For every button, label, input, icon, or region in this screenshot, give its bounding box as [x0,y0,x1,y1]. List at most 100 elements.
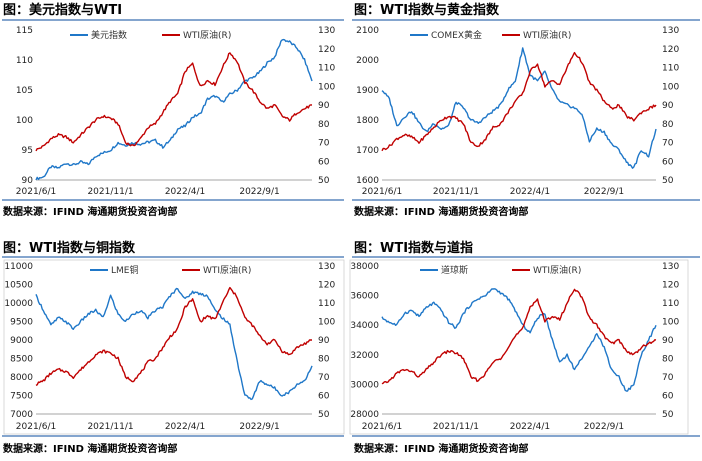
panel-2-ytick-right: 50 [318,410,330,420]
panel-1-ytick-right: 110 [662,64,679,74]
panel-1-source: 数据来源：IFIND 海通期货投资咨询部 [354,205,528,218]
panel-1-ytick-left: 2100 [356,26,379,36]
panel-2-ytick-left: 7500 [10,392,33,402]
panel-1-series-left [381,47,657,169]
panel-2-ytick-right: 80 [318,355,330,365]
panel-3-ytick-right: 70 [662,373,674,383]
panel-0-legend-left-label: 美元指数 [91,29,127,41]
panel-2-series-right [35,286,312,387]
panel-1-ytick-right: 50 [662,176,674,186]
panel-0-series-left [35,38,313,181]
panel-0-title: 图：美元指数与WTI [3,2,122,18]
panel-0-plot: 90 95 100 105 110 115 50 60 70 80 90 100 110 120 130 20… [16,26,336,197]
panel-2-ytick-left: 9000 [10,336,33,346]
panel-3-ytick-right: 120 [662,281,679,291]
panel-1-title: 图：WTI指数与黄金指数 [354,2,500,18]
panel-3-xtick: 2022/4/1 [510,422,550,432]
panel-0-ytick-left: 105 [16,86,33,96]
panel-3-title: 图：WTI指数与道指 [354,240,473,256]
panel-0-ytick-right: 120 [318,45,335,55]
panel-3-ytick-right: 110 [662,299,679,309]
panel-2-title: 图：WTI指数与铜指数 [3,240,136,256]
panel-3-ytick-right: 90 [662,336,674,346]
panel-1-ytick-left: 2000 [356,56,379,66]
panel-1-ytick-right: 70 [662,139,674,149]
panel-1-ytick-left: 1800 [356,116,379,126]
panel-1-ytick-right: 100 [662,82,679,92]
panel-2-legend-left-label: LME铜 [111,264,138,276]
panel-3-xtick: 2021/6/1 [362,422,402,432]
panel-0-source: 数据来源：IFIND 海通期货投资咨询部 [3,205,177,218]
panel-2-ytick-left: 11000 [4,262,33,272]
panel-0-ytick-left: 90 [22,176,34,186]
panel-3-ytick-right: 80 [662,355,674,365]
panel-0-xtick: 2021/11/1 [87,187,133,197]
panel-0-ytick-left: 115 [16,26,33,36]
panel-3-xtick: 2021/11/1 [433,422,479,432]
panel-2-plot: 7000 7500 8000 8500 9000 9500 10000 10500 11000 5… [3,259,345,435]
panel-3-ytick-left: 36000 [350,292,379,302]
panel-0-ytick-right: 60 [318,157,330,167]
panel-0-ytick-right: 110 [318,64,335,74]
panel-3-ytick-left: 38000 [350,262,379,272]
panel-2-ytick-left: 10500 [4,281,33,291]
panel-1-legend-right-label: WTI原油(R) [523,29,571,41]
panel-2-ytick-right: 110 [318,299,335,309]
panel-2-series-left [35,287,313,401]
panel-3-box [349,259,689,435]
panel-3-ytick-left: 32000 [350,351,379,361]
panel-1-series-right [381,51,657,152]
panel-1-xtick: 2021/11/1 [433,187,479,197]
panel-0-ytick-left: 100 [16,116,33,126]
panel-3-xtick: 2022/9/1 [584,422,624,432]
panel-2-ytick-right: 70 [318,373,330,383]
panel-3-legend-left-label: 道琼斯 [441,264,468,276]
panel-3-ytick-left: 28000 [350,410,379,420]
panel-1-xtick: 2021/6/1 [362,187,402,197]
panel-3-ytick-right: 100 [662,318,679,328]
panel-1-ytick-left: 1600 [356,176,379,186]
panel-3-ytick-left: 34000 [350,321,379,331]
panel-3-ytick-left: 30000 [350,380,379,390]
charts-layer: 90 95 100 105 110 115 50 60 70 80 90 100 110 120 130 20… [3,26,689,435]
panel-0-ytick-right: 100 [318,82,335,92]
panel-0-xtick: 2022/4/1 [165,187,205,197]
panel-1-ytick-right: 60 [662,157,674,167]
panel-0-ytick-left: 95 [22,146,33,156]
panel-2-ytick-left: 8500 [10,355,33,365]
panel-2-ytick-right: 120 [318,281,335,291]
panel-2-ytick-right: 60 [318,392,330,402]
panel-1-xtick: 2022/4/1 [510,187,550,197]
panel-3-plot: 28000 30000 32000 34000 36000 38000 50 60 70 80 90… [349,259,689,435]
panel-2-xtick: 2021/6/1 [16,422,56,432]
panel-1-ytick-right: 90 [662,101,674,111]
panel-2-ytick-right: 100 [318,318,335,328]
panel-2-xtick: 2022/4/1 [165,422,205,432]
panel-3-ytick-right: 130 [662,262,679,272]
panel-2-legend-right-label: WTI原油(R) [203,264,251,276]
panel-3-ytick-right: 60 [662,392,674,402]
panel-0-ytick-right: 50 [318,176,330,186]
panel-2-ytick-right: 90 [318,336,330,346]
panel-0-series-right [35,52,313,152]
panel-2-source: 数据来源：IFIND 海通期货投资咨询部 [3,442,177,455]
panel-2-ytick-left: 7000 [10,410,33,420]
panel-1-xtick: 2022/9/1 [584,187,624,197]
panel-2-ytick-left: 10000 [4,299,33,309]
panel-1-ytick-right: 80 [662,120,674,130]
panel-3-series-left [381,288,657,392]
panel-0-ytick-right: 90 [318,101,330,111]
panel-3-ytick-right: 50 [662,410,674,420]
panel-2-box [3,259,345,435]
panel-1-ytick-left: 1700 [356,146,379,156]
panel-0-ytick-right: 80 [318,120,330,130]
panel-3-legend-right-label: WTI原油(R) [533,264,581,276]
panel-2-xtick: 2022/9/1 [239,422,279,432]
panel-3-series-right [381,288,657,385]
panel-0-ytick-right: 130 [318,26,335,36]
panel-1-ytick-left: 1900 [356,86,379,96]
panel-1-plot: 1600 1700 1800 1900 2000 2100 50 60 70 80 90 100 110… [356,26,679,197]
panel-0-legend-right-label: WTI原油(R) [183,29,231,41]
